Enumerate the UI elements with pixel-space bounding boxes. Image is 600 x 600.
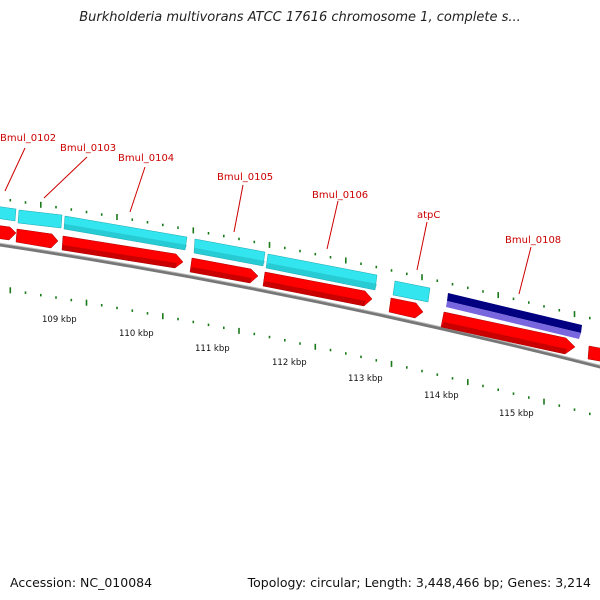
cds-arrow-shade <box>441 322 567 354</box>
gene-label: Bmul_0105 <box>217 172 273 183</box>
gene-label: Bmul_0102 <box>0 133 56 144</box>
backbone-line <box>0 242 600 369</box>
gene-block <box>17 209 63 229</box>
gene-block-shade <box>64 224 187 250</box>
leader-line <box>4 147 26 192</box>
scale-label: 112 kbp <box>272 358 307 368</box>
cds-arrow <box>15 228 59 249</box>
cds-arrow-shade <box>62 245 177 268</box>
scale-label: 114 kbp <box>424 391 459 401</box>
gene-label: Bmul_0108 <box>505 235 561 246</box>
scale-label: 115 kbp <box>499 409 534 419</box>
accession-text: Accession: NC_010084 <box>10 575 153 590</box>
gene-block-highlight-dark <box>447 293 582 333</box>
gene-block-highlight-light <box>446 301 581 339</box>
cds-arrow <box>587 345 600 362</box>
cds-track <box>0 225 600 362</box>
leader-line <box>518 246 532 295</box>
map-title: Burkholderia multivorans ATCC 17616 chro… <box>79 10 521 25</box>
backbone-highlight <box>0 242 600 366</box>
leader-line <box>326 200 339 250</box>
scale-label: 110 kbp <box>119 329 154 339</box>
leader-line <box>233 184 244 233</box>
gene-block-shade <box>194 248 265 266</box>
cds-arrow-shade <box>263 281 366 306</box>
topology-summary: Topology: circular; Length: 3,448,466 bp… <box>247 575 591 590</box>
gene-label: Bmul_0104 <box>118 153 174 164</box>
gene-label: Bmul_0103 <box>60 143 116 154</box>
cds-arrow-shade <box>190 267 252 283</box>
backbone <box>0 242 600 369</box>
gene-track <box>0 206 582 339</box>
outer-tick-track <box>9 199 591 320</box>
inner-tick-track <box>9 287 591 416</box>
scale-label: 113 kbp <box>348 374 383 384</box>
scale-labels: 109 kbp 110 kbp 111 kbp 112 kbp 113 kbp … <box>42 315 534 419</box>
gene-label: atpC <box>417 210 440 221</box>
gene-label: Bmul_0106 <box>312 190 368 201</box>
cds-arrow <box>0 225 17 241</box>
cds-arrow <box>388 297 424 319</box>
gene-block-shade <box>266 263 377 290</box>
scale-label: 109 kbp <box>42 315 77 325</box>
leader-line <box>43 156 88 199</box>
gene-block <box>392 280 431 303</box>
gene-labels: Bmul_0102 Bmul_0103 Bmul_0104 Bmul_0105 … <box>0 133 561 295</box>
scale-label: 111 kbp <box>195 344 230 354</box>
leader-line <box>416 221 428 271</box>
leader-line <box>129 166 146 213</box>
gene-block <box>0 206 17 222</box>
